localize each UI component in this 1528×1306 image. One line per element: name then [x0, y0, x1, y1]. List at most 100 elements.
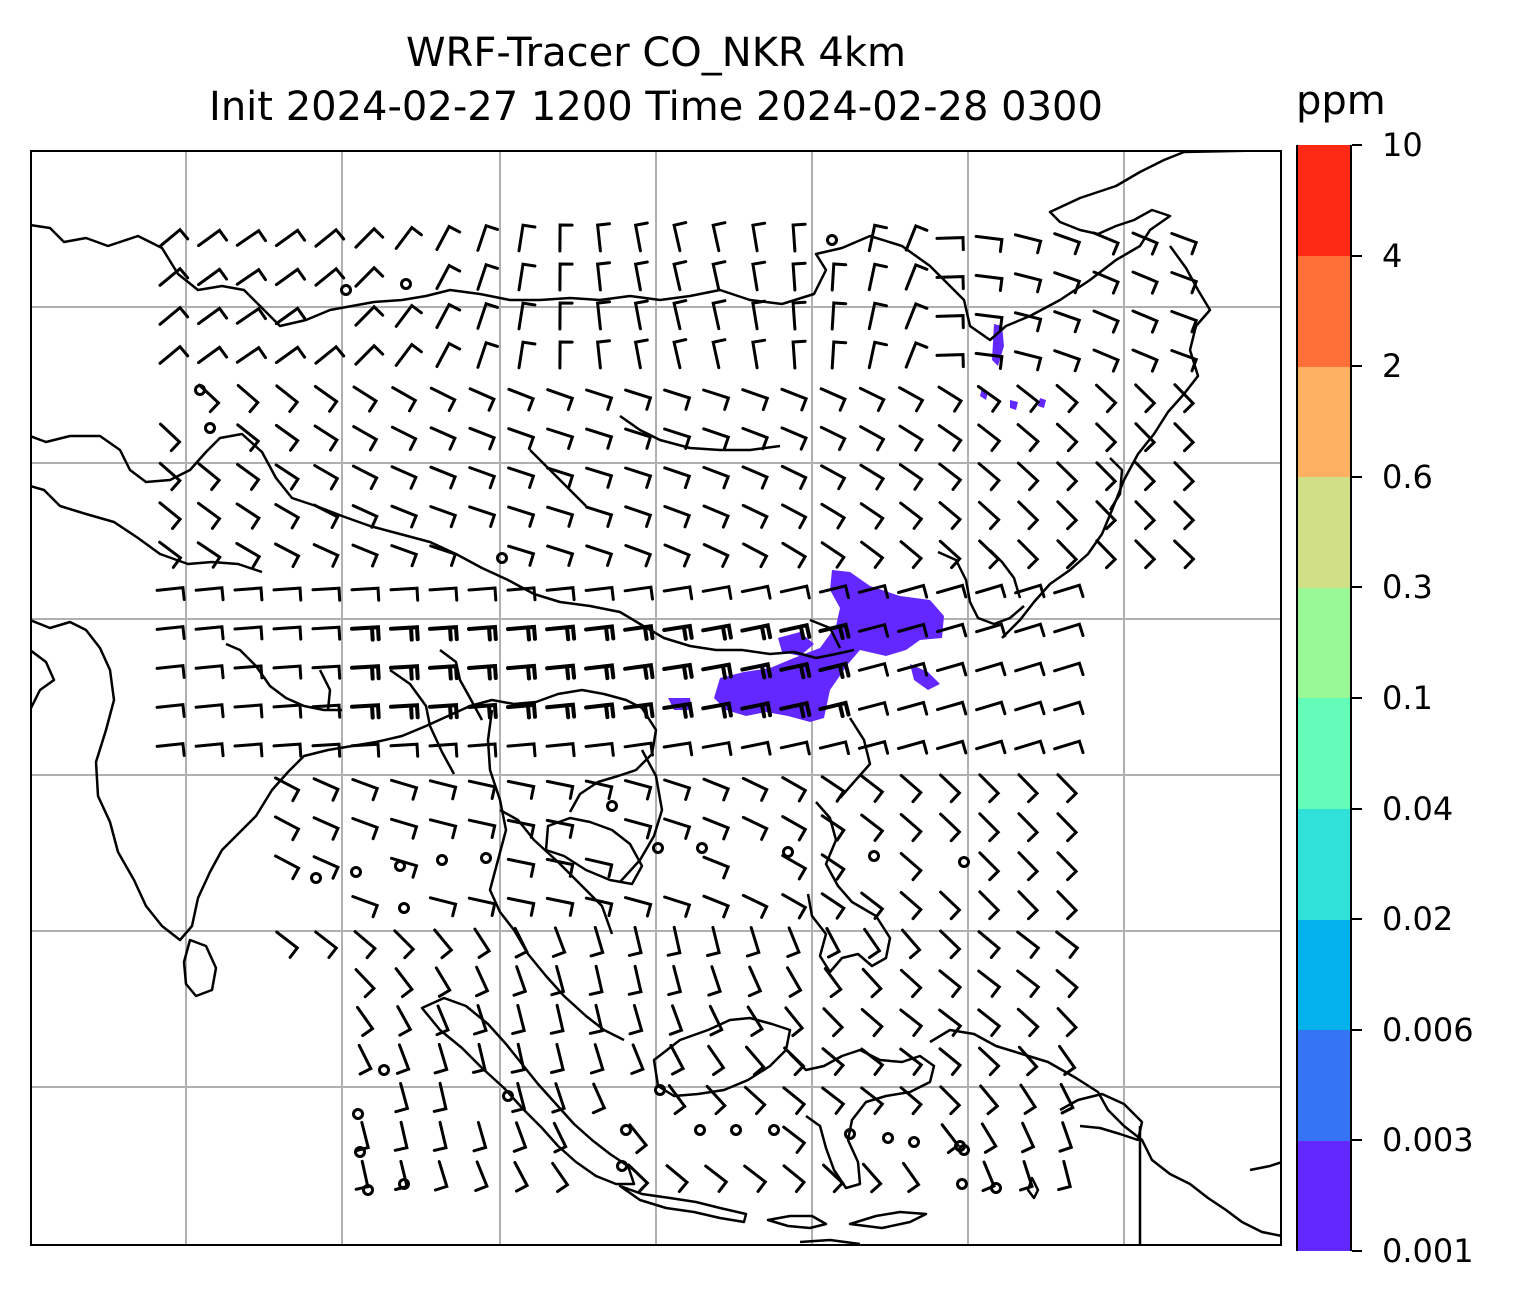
- wind-barb: [662, 701, 694, 719]
- wind-barb: [467, 663, 498, 681]
- wind-barb: [1170, 232, 1199, 256]
- wind-barb: [1017, 1045, 1039, 1077]
- wind-barb: [630, 1043, 645, 1075]
- calm-wind-marker: [204, 422, 216, 434]
- wind-barb: [476, 301, 499, 330]
- wind-barb: [511, 1081, 527, 1114]
- wind-barb: [1095, 461, 1118, 492]
- wind-barb: [936, 661, 968, 677]
- wind-barb: [473, 1004, 488, 1036]
- wind-barb: [1173, 422, 1196, 453]
- wind-barb: [857, 661, 890, 677]
- wind-barb: [899, 813, 923, 843]
- wind-barb: [938, 501, 963, 530]
- wind-barb: [791, 300, 807, 331]
- wind-barb: [623, 662, 655, 680]
- wind-barb: [311, 742, 342, 758]
- calm-wind-marker: [956, 1178, 968, 1190]
- wind-barb: [585, 505, 614, 528]
- wind-barb: [476, 223, 499, 252]
- wind-barb: [433, 1160, 449, 1192]
- wind-barb: [740, 662, 773, 680]
- wind-barb: [468, 505, 497, 528]
- wind-barb: [274, 423, 300, 452]
- wind-barb: [467, 779, 497, 800]
- wind-barb: [781, 776, 808, 803]
- wind-barb: [429, 386, 457, 412]
- wind-barb: [633, 299, 649, 331]
- wind-barb: [274, 228, 307, 248]
- wind-barb: [782, 1086, 807, 1115]
- wind-barb: [550, 965, 566, 997]
- colorbar-segment: [1298, 255, 1350, 367]
- wind-barb: [820, 814, 846, 842]
- wind-barb: [1014, 583, 1046, 599]
- wind-barb: [313, 385, 339, 413]
- wind-barb: [391, 386, 418, 413]
- chart-title-line-1: WRF-Tracer CO_NKR 4km: [405, 30, 907, 76]
- wind-barb: [702, 388, 731, 411]
- wind-barb: [979, 1084, 1000, 1116]
- wind-barb: [975, 739, 1007, 755]
- wind-barb: [662, 662, 694, 680]
- wind-barb: [467, 818, 497, 839]
- wind-barb: [394, 967, 415, 999]
- wind-barb: [1131, 348, 1159, 373]
- wind-barb: [589, 1043, 605, 1075]
- wind-barb: [507, 544, 536, 567]
- wind-barb: [545, 818, 575, 839]
- wind-barb: [623, 623, 655, 641]
- wind-barb: [468, 426, 497, 451]
- wind-barb: [791, 222, 807, 253]
- wind-barb: [781, 503, 808, 530]
- wind-barb: [818, 584, 850, 600]
- wind-barb: [901, 928, 922, 960]
- wind-barb: [545, 857, 575, 878]
- wind-barb: [472, 1121, 488, 1153]
- wind-barb: [512, 1121, 528, 1153]
- wind-barb: [857, 622, 890, 638]
- wind-barb: [1059, 1082, 1075, 1115]
- wind-barb: [780, 426, 808, 451]
- wind-barb: [428, 779, 458, 801]
- wind-barb: [354, 304, 385, 327]
- wind-barb: [820, 541, 846, 569]
- colorbar-tick: [1352, 586, 1362, 589]
- wind-barb: [549, 1003, 565, 1035]
- wind-barb: [1131, 231, 1159, 256]
- wind-barb: [354, 968, 377, 999]
- colorbar-segment: [1298, 476, 1350, 588]
- wind-barb: [194, 664, 225, 680]
- wind-barb: [701, 662, 733, 680]
- wind-barb: [585, 388, 614, 411]
- wind-barb: [663, 817, 692, 840]
- wind-barb: [588, 1003, 604, 1035]
- wind-barb: [1013, 311, 1043, 333]
- wind-barb: [275, 930, 300, 959]
- wind-barb: [394, 1159, 409, 1191]
- wind-barb: [662, 623, 694, 641]
- wind-barb: [705, 1084, 727, 1116]
- wind-barb: [312, 777, 340, 802]
- wind-barb: [751, 299, 767, 331]
- wind-barb: [354, 343, 385, 366]
- wind-barb: [665, 1164, 690, 1193]
- wind-barb: [825, 927, 842, 959]
- wind-barb: [663, 543, 691, 568]
- wind-barb: [1055, 422, 1079, 453]
- wind-barb: [551, 1161, 570, 1193]
- wind-barb: [897, 622, 929, 638]
- wind-barb: [899, 501, 924, 530]
- wind-barb: [860, 1008, 884, 1038]
- wind-barb: [235, 306, 267, 325]
- wind-barb: [356, 1005, 375, 1037]
- wind-barb: [779, 740, 811, 756]
- wind-barb: [662, 585, 694, 601]
- wind-barb: [355, 1120, 371, 1153]
- wind-barb: [435, 224, 462, 251]
- wind-barb: [627, 925, 643, 957]
- wind-barb: [818, 740, 850, 756]
- wind-barb: [390, 544, 419, 568]
- wind-barb: [235, 502, 261, 530]
- wind-barb: [428, 818, 458, 840]
